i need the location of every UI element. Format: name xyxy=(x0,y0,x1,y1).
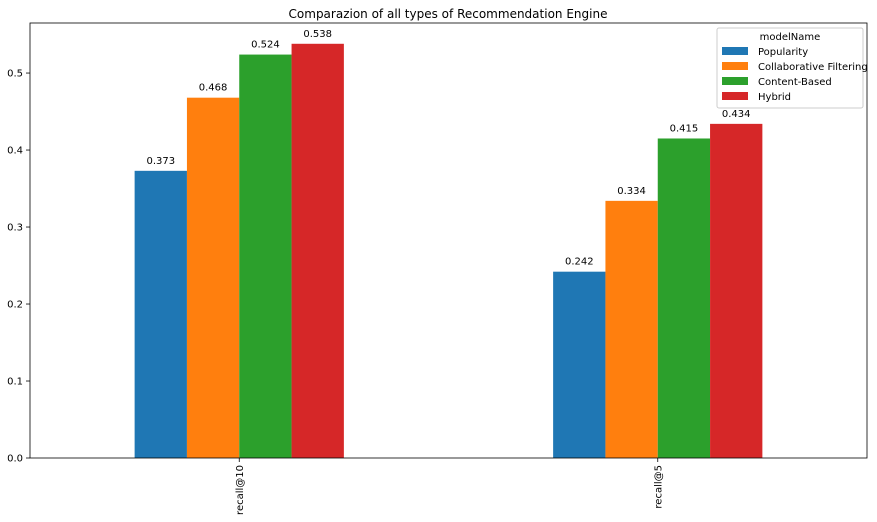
bar-popularity-recall-5 xyxy=(553,271,606,458)
value-label: 0.242 xyxy=(565,257,594,268)
bar-content-based-recall-5 xyxy=(657,138,711,458)
bar-collaborative-filtering-recall-10 xyxy=(186,97,240,458)
value-label: 0.524 xyxy=(251,40,280,51)
value-label: 0.538 xyxy=(303,29,332,40)
bar-collaborative-filtering-recall-5 xyxy=(605,200,658,459)
legend-title: modelName xyxy=(760,32,821,43)
x-tick-label: recall@10 xyxy=(235,465,246,515)
value-labels-layer: 0.373 0.242 0.468 0.334 0.524 0.415 0.538 0.434 xyxy=(146,29,750,268)
value-label: 0.434 xyxy=(722,109,751,120)
legend-label: Hybrid xyxy=(758,92,791,103)
plot-frame xyxy=(29,22,868,459)
bar-hybrid-recall-10 xyxy=(291,43,344,459)
x-axis: recall@10 recall@5 xyxy=(235,458,664,515)
legend: modelName Popularity Collaborative Filter… xyxy=(716,27,868,109)
legend-swatch xyxy=(722,47,748,55)
y-tick-label: 0.0 xyxy=(7,454,23,465)
y-tick-label: 0.5 xyxy=(7,69,23,80)
y-tick-label: 0.2 xyxy=(7,300,23,311)
y-axis: 0.0 0.1 0.2 0.3 0.4 0.5 xyxy=(7,69,30,465)
legend-label: Content-Based xyxy=(758,77,832,88)
bars-layer xyxy=(134,43,763,459)
legend-label: Collaborative Filtering xyxy=(758,62,868,73)
y-tick-label: 0.1 xyxy=(7,377,23,388)
value-label: 0.334 xyxy=(617,186,646,197)
legend-swatch xyxy=(722,62,748,70)
value-label: 0.415 xyxy=(670,123,699,134)
x-tick-label: recall@5 xyxy=(653,465,664,509)
legend-box xyxy=(716,27,864,109)
legend-items: Popularity Collaborative Filtering Content… xyxy=(722,47,868,103)
y-tick-label: 0.4 xyxy=(7,146,23,157)
legend-swatch xyxy=(722,77,748,85)
chart-title: Comparazion of all types of Recommendati… xyxy=(289,7,608,21)
legend-swatch xyxy=(722,92,748,100)
value-label: 0.373 xyxy=(146,156,175,167)
legend-label: Popularity xyxy=(758,47,808,58)
y-tick-label: 0.3 xyxy=(7,223,23,234)
bar-hybrid-recall-5 xyxy=(710,123,763,459)
value-label: 0.468 xyxy=(199,83,228,94)
bar-popularity-recall-10 xyxy=(134,170,187,459)
bar-content-based-recall-10 xyxy=(239,54,292,458)
